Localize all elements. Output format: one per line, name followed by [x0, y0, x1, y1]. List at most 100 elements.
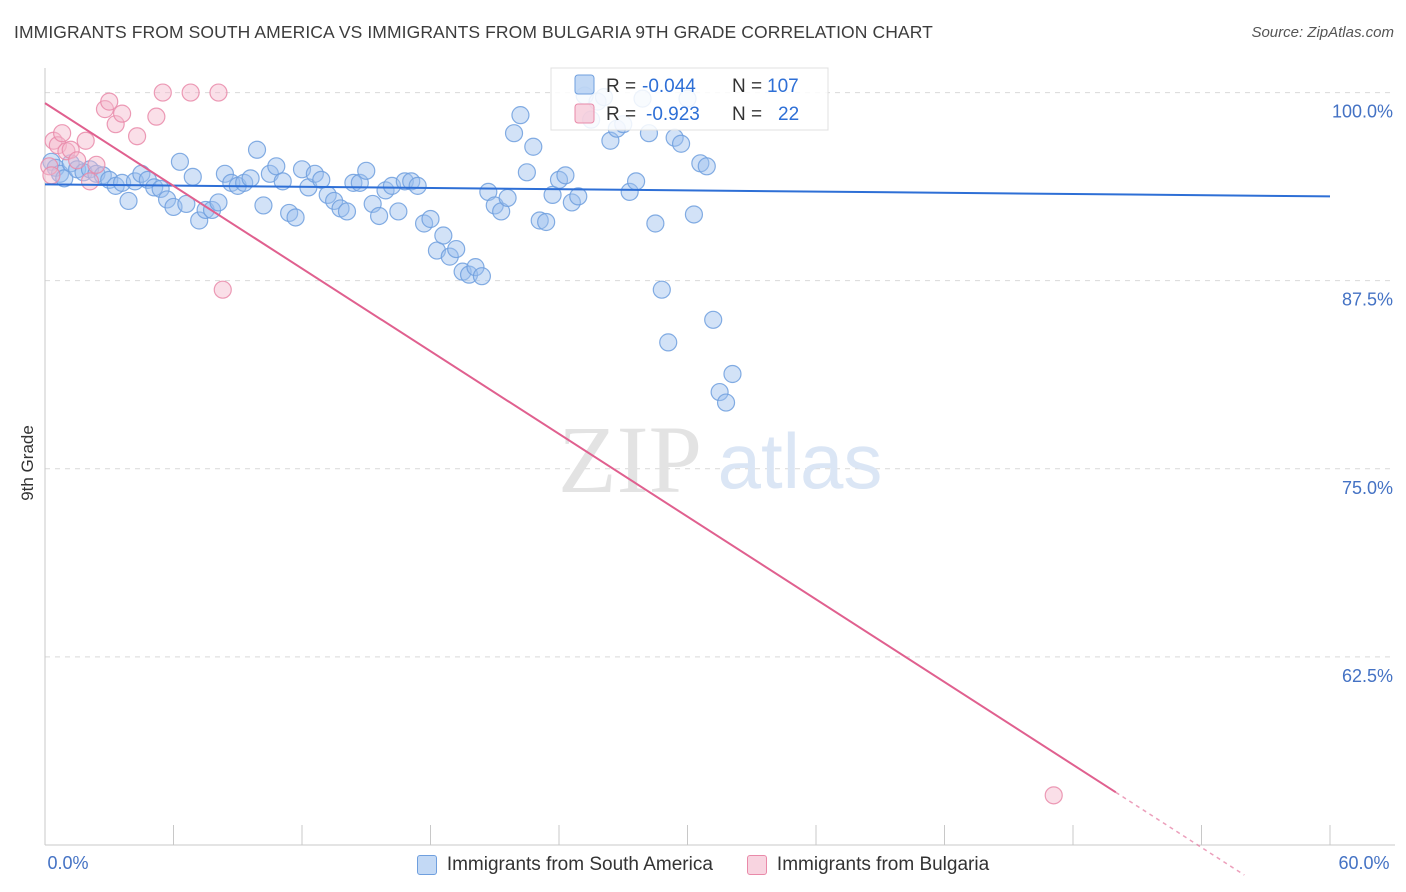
- point-bulgaria: [42, 166, 61, 185]
- stats-r-value-south-america: -0.044: [642, 76, 696, 97]
- point-south-america: [569, 187, 588, 206]
- point-south-america: [537, 212, 556, 232]
- stats-legend-frame: [550, 67, 829, 131]
- stats-legend: R = -0.044 N = 107 R = -0.923 N = 22: [550, 67, 829, 131]
- stats-r-value-bulgaria: -0.923: [646, 104, 700, 125]
- point-south-america: [440, 247, 459, 266]
- point-bulgaria: [100, 92, 119, 111]
- y-tick-label: 87.5%: [1342, 290, 1393, 310]
- point-south-america: [498, 188, 517, 208]
- point-bulgaria: [61, 140, 80, 159]
- stats-n-label-bulgaria: N =: [732, 104, 767, 125]
- point-south-america: [312, 170, 331, 189]
- axes: 62.5% 75.0% 87.5% 100.0% 0.0% 60.0%: [44, 68, 1395, 873]
- point-bulgaria: [76, 131, 95, 150]
- point-south-america: [170, 152, 190, 171]
- point-south-america: [286, 208, 305, 227]
- point-south-america: [119, 191, 138, 211]
- trend-line-bulgaria-extension: [1115, 791, 1245, 876]
- watermark: ZIP atlas: [558, 406, 882, 513]
- point-south-america: [697, 157, 716, 176]
- point-south-america: [716, 393, 736, 412]
- point-bulgaria: [153, 83, 172, 102]
- point-south-america: [247, 140, 267, 159]
- trend-line-bulgaria: [44, 102, 1117, 794]
- trend-line-south-america: [44, 183, 1331, 198]
- point-south-america: [190, 211, 209, 230]
- stats-r-label-south-america: R =: [606, 76, 641, 97]
- point-south-america: [626, 172, 646, 191]
- stats-swatch-bulgaria: [574, 103, 595, 124]
- point-bulgaria: [181, 83, 200, 102]
- source-label: Source: ZipAtlas.com: [1251, 24, 1394, 41]
- point-south-america: [646, 214, 665, 233]
- point-south-america: [209, 193, 228, 212]
- x-tick-label: 0.0%: [47, 853, 88, 873]
- chart-title: IMMIGRANTS FROM SOUTH AMERICA VS IMMIGRA…: [14, 22, 933, 42]
- point-bulgaria: [209, 83, 228, 102]
- point-south-america: [254, 196, 273, 215]
- point-south-america: [684, 205, 704, 224]
- point-bulgaria: [87, 155, 106, 174]
- legend-item-bulgaria[interactable]: Immigrants from Bulgaria: [746, 854, 990, 876]
- point-bulgaria: [68, 151, 87, 170]
- point-south-america: [524, 137, 543, 156]
- stats-n-value-south-america: 107: [767, 76, 799, 97]
- point-south-america: [511, 106, 530, 125]
- point-south-america: [543, 185, 562, 205]
- point-bulgaria: [106, 115, 125, 134]
- legend-swatch-south-america: [416, 855, 437, 875]
- point-south-america: [447, 239, 466, 259]
- legend-label-south-america: Immigrants from South America: [446, 854, 713, 875]
- trend-lines: [44, 102, 1331, 876]
- point-bulgaria: [1044, 786, 1063, 805]
- point-south-america: [370, 206, 389, 226]
- bottom-legend: Immigrants from South America Immigrants…: [0, 850, 1406, 880]
- point-south-america: [357, 161, 376, 180]
- stats-swatch-south-america: [574, 74, 595, 95]
- stats-n-label-south-america: N =: [732, 76, 767, 97]
- y-tick-label: 75.0%: [1342, 478, 1393, 498]
- point-south-america: [337, 202, 357, 221]
- point-south-america: [241, 169, 260, 188]
- point-south-america: [671, 134, 691, 153]
- point-south-america: [215, 164, 234, 183]
- stats-r-label-bulgaria: R =: [606, 104, 641, 125]
- point-south-america: [620, 182, 639, 201]
- point-south-america: [408, 176, 427, 195]
- y-tick-label: 62.5%: [1342, 666, 1393, 686]
- point-bulgaria: [127, 127, 147, 146]
- point-south-america: [177, 194, 196, 214]
- point-south-america: [434, 226, 453, 245]
- point-south-america: [183, 167, 202, 186]
- point-bulgaria: [112, 104, 132, 123]
- point-bulgaria: [213, 280, 232, 299]
- point-bulgaria: [147, 107, 166, 126]
- point-south-america: [504, 124, 524, 143]
- point-south-america: [652, 280, 671, 299]
- stats-n-value-bulgaria: 22: [778, 104, 799, 125]
- point-south-america: [704, 310, 723, 329]
- point-south-america: [723, 364, 742, 384]
- point-south-america: [517, 163, 536, 182]
- point-south-america: [556, 166, 575, 185]
- gridlines: [45, 92, 1395, 658]
- point-south-america: [466, 258, 485, 277]
- y-tick-label: 100.0%: [1332, 102, 1393, 122]
- legend-item-south-america[interactable]: Immigrants from South America: [416, 854, 713, 876]
- x-tick-label: 60.0%: [1338, 853, 1389, 873]
- point-south-america: [530, 211, 549, 230]
- point-south-america: [138, 170, 157, 189]
- point-south-america: [389, 202, 408, 221]
- point-south-america: [421, 209, 440, 229]
- legend-label-bulgaria: Immigrants from Bulgaria: [776, 854, 990, 875]
- point-south-america: [472, 267, 491, 286]
- point-bulgaria: [80, 172, 100, 191]
- watermark-atlas: atlas: [718, 417, 883, 505]
- y-axis-label: 9th Grade: [18, 425, 37, 501]
- point-south-america: [267, 157, 286, 176]
- point-south-america: [157, 190, 177, 209]
- point-south-america: [659, 333, 678, 352]
- legend-swatch-bulgaria: [746, 855, 767, 875]
